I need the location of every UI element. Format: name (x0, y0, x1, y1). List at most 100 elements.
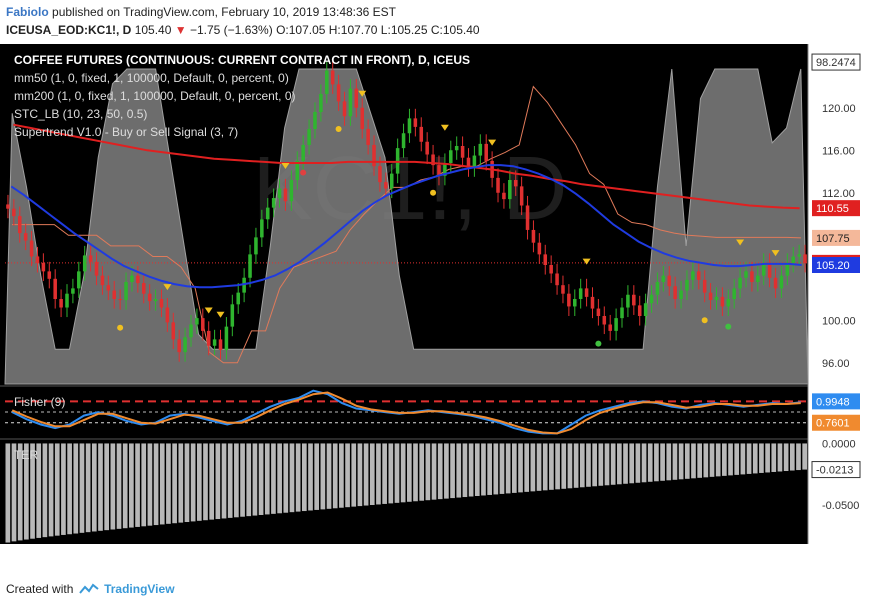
ter-bar (36, 443, 42, 538)
ter-bar (734, 443, 740, 475)
ter-bar (703, 443, 709, 478)
candle-body (437, 165, 441, 176)
ter-bar (672, 443, 678, 480)
price-label-text: 105.20 (816, 260, 850, 272)
candle-body (159, 299, 164, 308)
ter-bar (277, 443, 282, 514)
candle-body (413, 118, 418, 127)
ter-bar (765, 443, 770, 473)
fisher-label-text: 0.9948 (816, 396, 850, 408)
candle-body (260, 219, 264, 238)
ter-bar (400, 443, 406, 503)
candle-body (165, 307, 170, 323)
candle-body (425, 141, 429, 155)
ter-bar (567, 443, 573, 489)
fisher-label-badge (812, 393, 860, 410)
price-label-badge (811, 53, 861, 71)
candle-body (791, 256, 796, 263)
ter-bar (339, 443, 344, 508)
sell-signal-icon (771, 250, 780, 257)
candle-body (325, 70, 329, 94)
candle-body (620, 307, 624, 319)
ter-bar (431, 443, 437, 500)
candle-body (602, 316, 607, 325)
ter-bar (462, 443, 468, 498)
fisher-pane: Fisher (9) (5, 389, 808, 435)
tradingview-brand-link[interactable]: TradingView (104, 582, 175, 596)
ter-bar (444, 443, 449, 499)
candle-body (41, 262, 46, 272)
time-tick-label: Feb (739, 553, 758, 565)
candle-body (65, 293, 69, 308)
candle-body (702, 279, 707, 293)
ter-bar (728, 443, 733, 476)
ter-bar (752, 443, 758, 474)
mm50-line (10, 164, 802, 289)
candle-body (53, 278, 57, 299)
ter-bar (246, 443, 252, 517)
ter-bar (227, 443, 233, 518)
candle-body (307, 129, 311, 145)
ter-bar (586, 443, 591, 487)
candle-body (590, 296, 595, 309)
ter-bar (332, 443, 338, 509)
candle-body (141, 283, 146, 294)
ter-bar (746, 443, 752, 474)
ter-bar (79, 443, 85, 533)
ter-bar (5, 443, 11, 543)
price-label-badge (812, 257, 860, 273)
time-tick-label: Sep (97, 553, 117, 565)
fisher-label-badge (812, 414, 860, 431)
candle-body (136, 275, 140, 284)
ter-bar (660, 443, 665, 481)
ter-bar (153, 443, 159, 526)
sell-signal-icon (358, 90, 367, 97)
ter-bar (172, 443, 177, 524)
candle-body (29, 240, 34, 257)
ter-bar (413, 443, 418, 502)
time-tick-label: 2019 (605, 553, 629, 565)
price-tick-label: 112.00 (822, 188, 855, 200)
candle-body (242, 277, 246, 293)
price-tick-label: 120.00 (822, 103, 856, 115)
ter-bar (98, 443, 103, 531)
ter-bar (555, 443, 560, 490)
price-label-badge (812, 229, 860, 246)
candle-body (543, 254, 548, 265)
candle-body (112, 290, 117, 299)
candle-body (206, 330, 211, 346)
candle-body (573, 299, 577, 307)
candle-body (177, 339, 181, 353)
indicator-label: mm50 (1, 0, fixed, 1, 100000, Default, 0… (14, 71, 289, 85)
candle-body (708, 292, 713, 301)
price-axis[interactable]: 96.00100.00112.00116.00120.00124.0098.24… (807, 44, 884, 544)
ter-bar (796, 443, 801, 471)
ter-bar (518, 443, 523, 493)
signal-dot-icon (701, 317, 708, 324)
stc-area (4, 68, 809, 385)
price-change: −1.75 (−1.63%) (189, 23, 273, 37)
author-link[interactable]: Fabiolo (6, 5, 49, 19)
candle-body (449, 150, 453, 163)
ter-bar (116, 443, 122, 529)
ter-bar (450, 443, 455, 499)
ter-bar (184, 443, 190, 523)
candle-body (443, 163, 447, 176)
sell-signal-icon (216, 311, 225, 318)
ter-bar (561, 443, 567, 489)
ter-bar (604, 443, 610, 486)
candle-body (348, 88, 353, 117)
fisher-title: Fisher (9) (14, 395, 65, 409)
price-label-text: 110.55 (816, 203, 849, 215)
ter-bar (382, 443, 387, 504)
ter-bar (641, 443, 647, 483)
ter-bar (789, 443, 795, 471)
candle-body (183, 337, 187, 353)
candle-body (460, 146, 465, 158)
candle-body (265, 207, 270, 220)
time-tick-label: Dic (482, 553, 498, 565)
ter-bar (512, 443, 517, 493)
ter-bar (635, 443, 641, 483)
chart-title: COFFEE FUTURES (CONTINUOUS: CURRENT CONT… (14, 53, 470, 67)
